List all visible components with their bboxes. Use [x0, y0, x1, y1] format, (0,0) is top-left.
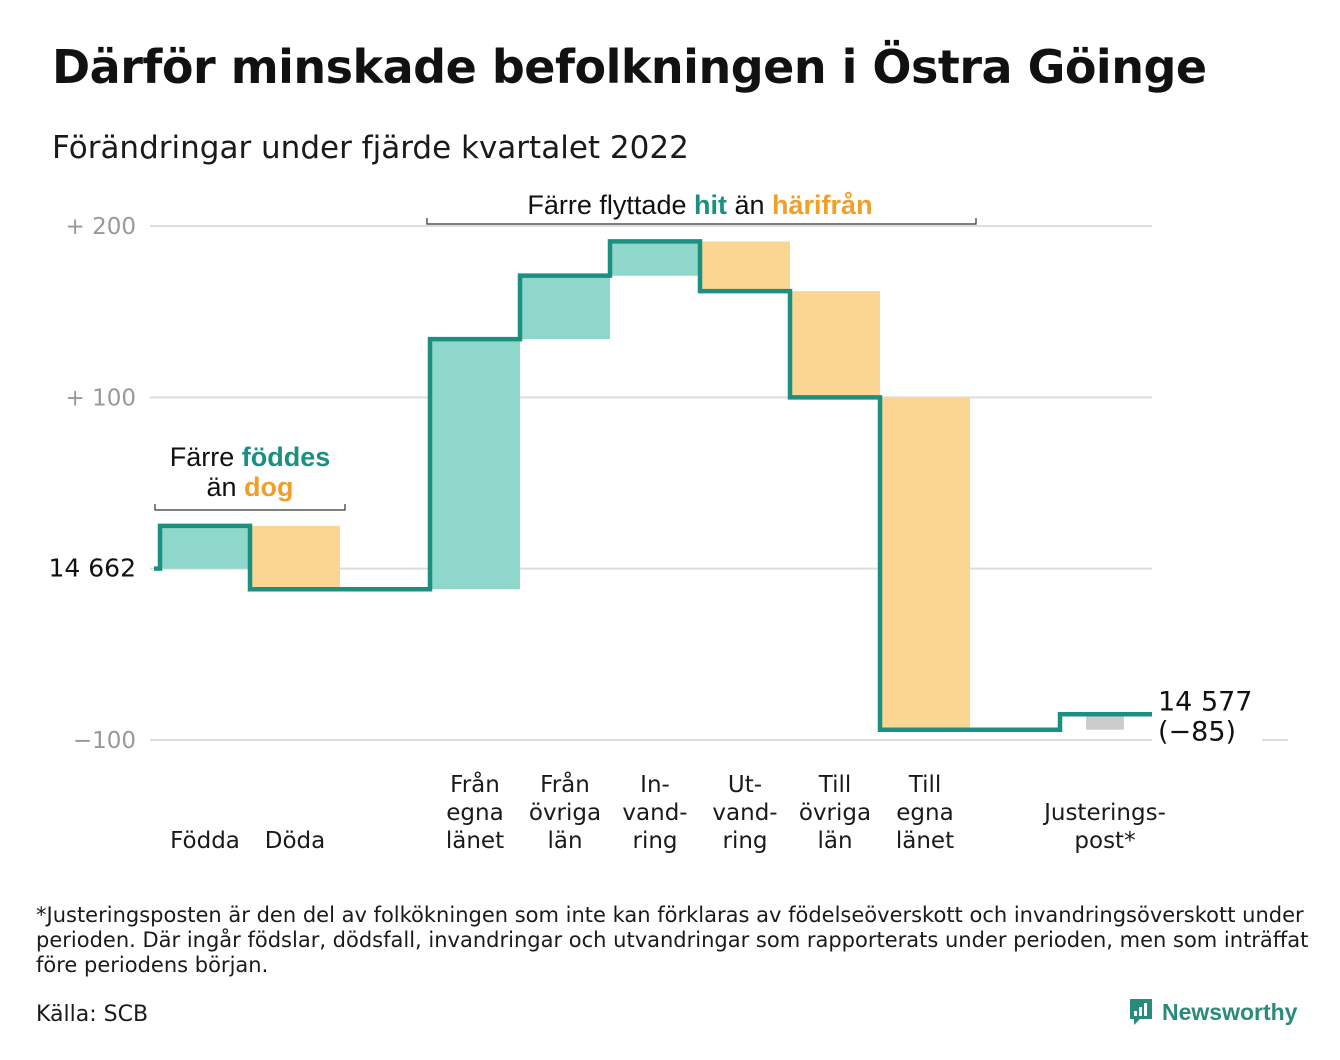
- end-value-label: 14 577: [1158, 686, 1252, 717]
- x-tick-label: Till övriga län: [799, 772, 871, 854]
- bar: [520, 275, 610, 340]
- chart-title: Därför minskade befolkningen i Östra Göi…: [52, 40, 1207, 94]
- gridlines: [150, 225, 1288, 741]
- bar: [250, 525, 340, 590]
- bar: [610, 241, 700, 276]
- x-tick-label: Födda: [170, 828, 240, 854]
- bar: [790, 291, 880, 398]
- brand-name: Newsworthy: [1162, 998, 1298, 1025]
- running-total-line-path: [154, 239, 1152, 732]
- x-axis-labels: Födda Döda Från egna länet Från övriga län In-va…: [170, 770, 1166, 854]
- footnote: *Justeringsposten är den del av folkökni…: [36, 903, 1309, 977]
- bar: [700, 241, 790, 292]
- x-tick-label: Från övriga län: [529, 770, 601, 854]
- running-total-line: [154, 239, 1152, 732]
- waterfall-chart: + 200 + 100 14 662 −100 Födda Döda Från egna lä…: [49, 190, 1288, 854]
- end-change-label: (−85): [1158, 716, 1236, 747]
- newsworthy-icon: [1130, 999, 1152, 1025]
- y-tick-label: −100: [73, 728, 136, 754]
- x-tick-label: Döda: [265, 828, 325, 854]
- births-bracket: [154, 504, 346, 511]
- x-tick-label: Till egna länet: [896, 772, 954, 854]
- x-tick-label: Justerings-post*: [1042, 800, 1166, 854]
- y-axis-labels: + 200 + 100 14 662 −100: [49, 214, 136, 754]
- y-tick-label: + 100: [66, 385, 136, 411]
- births-annotation-line2: än dog: [206, 472, 293, 502]
- chart-subtitle: Förändringar under fjärde kvartalet 2022: [52, 130, 689, 166]
- migration-bracket: [426, 218, 977, 225]
- brand-logo[interactable]: Newsworthy: [1128, 997, 1297, 1027]
- migration-annotation: Färre flyttade hit än härifrån: [527, 190, 872, 220]
- y-tick-label: + 200: [66, 214, 136, 240]
- y-base-label: 14 662: [49, 554, 136, 583]
- bar: [880, 397, 970, 730]
- x-tick-label: In-vand-ring: [622, 772, 687, 854]
- x-tick-label: Ut-vand-ring: [712, 772, 777, 854]
- source-label: Källa: SCB: [36, 1002, 149, 1027]
- bar: [430, 339, 520, 590]
- births-annotation-line1: Färre föddes: [170, 442, 331, 472]
- x-tick-label: Från egna länet: [446, 770, 504, 854]
- bar: [1086, 714, 1124, 730]
- bars: [160, 241, 1124, 730]
- bar: [160, 525, 250, 569]
